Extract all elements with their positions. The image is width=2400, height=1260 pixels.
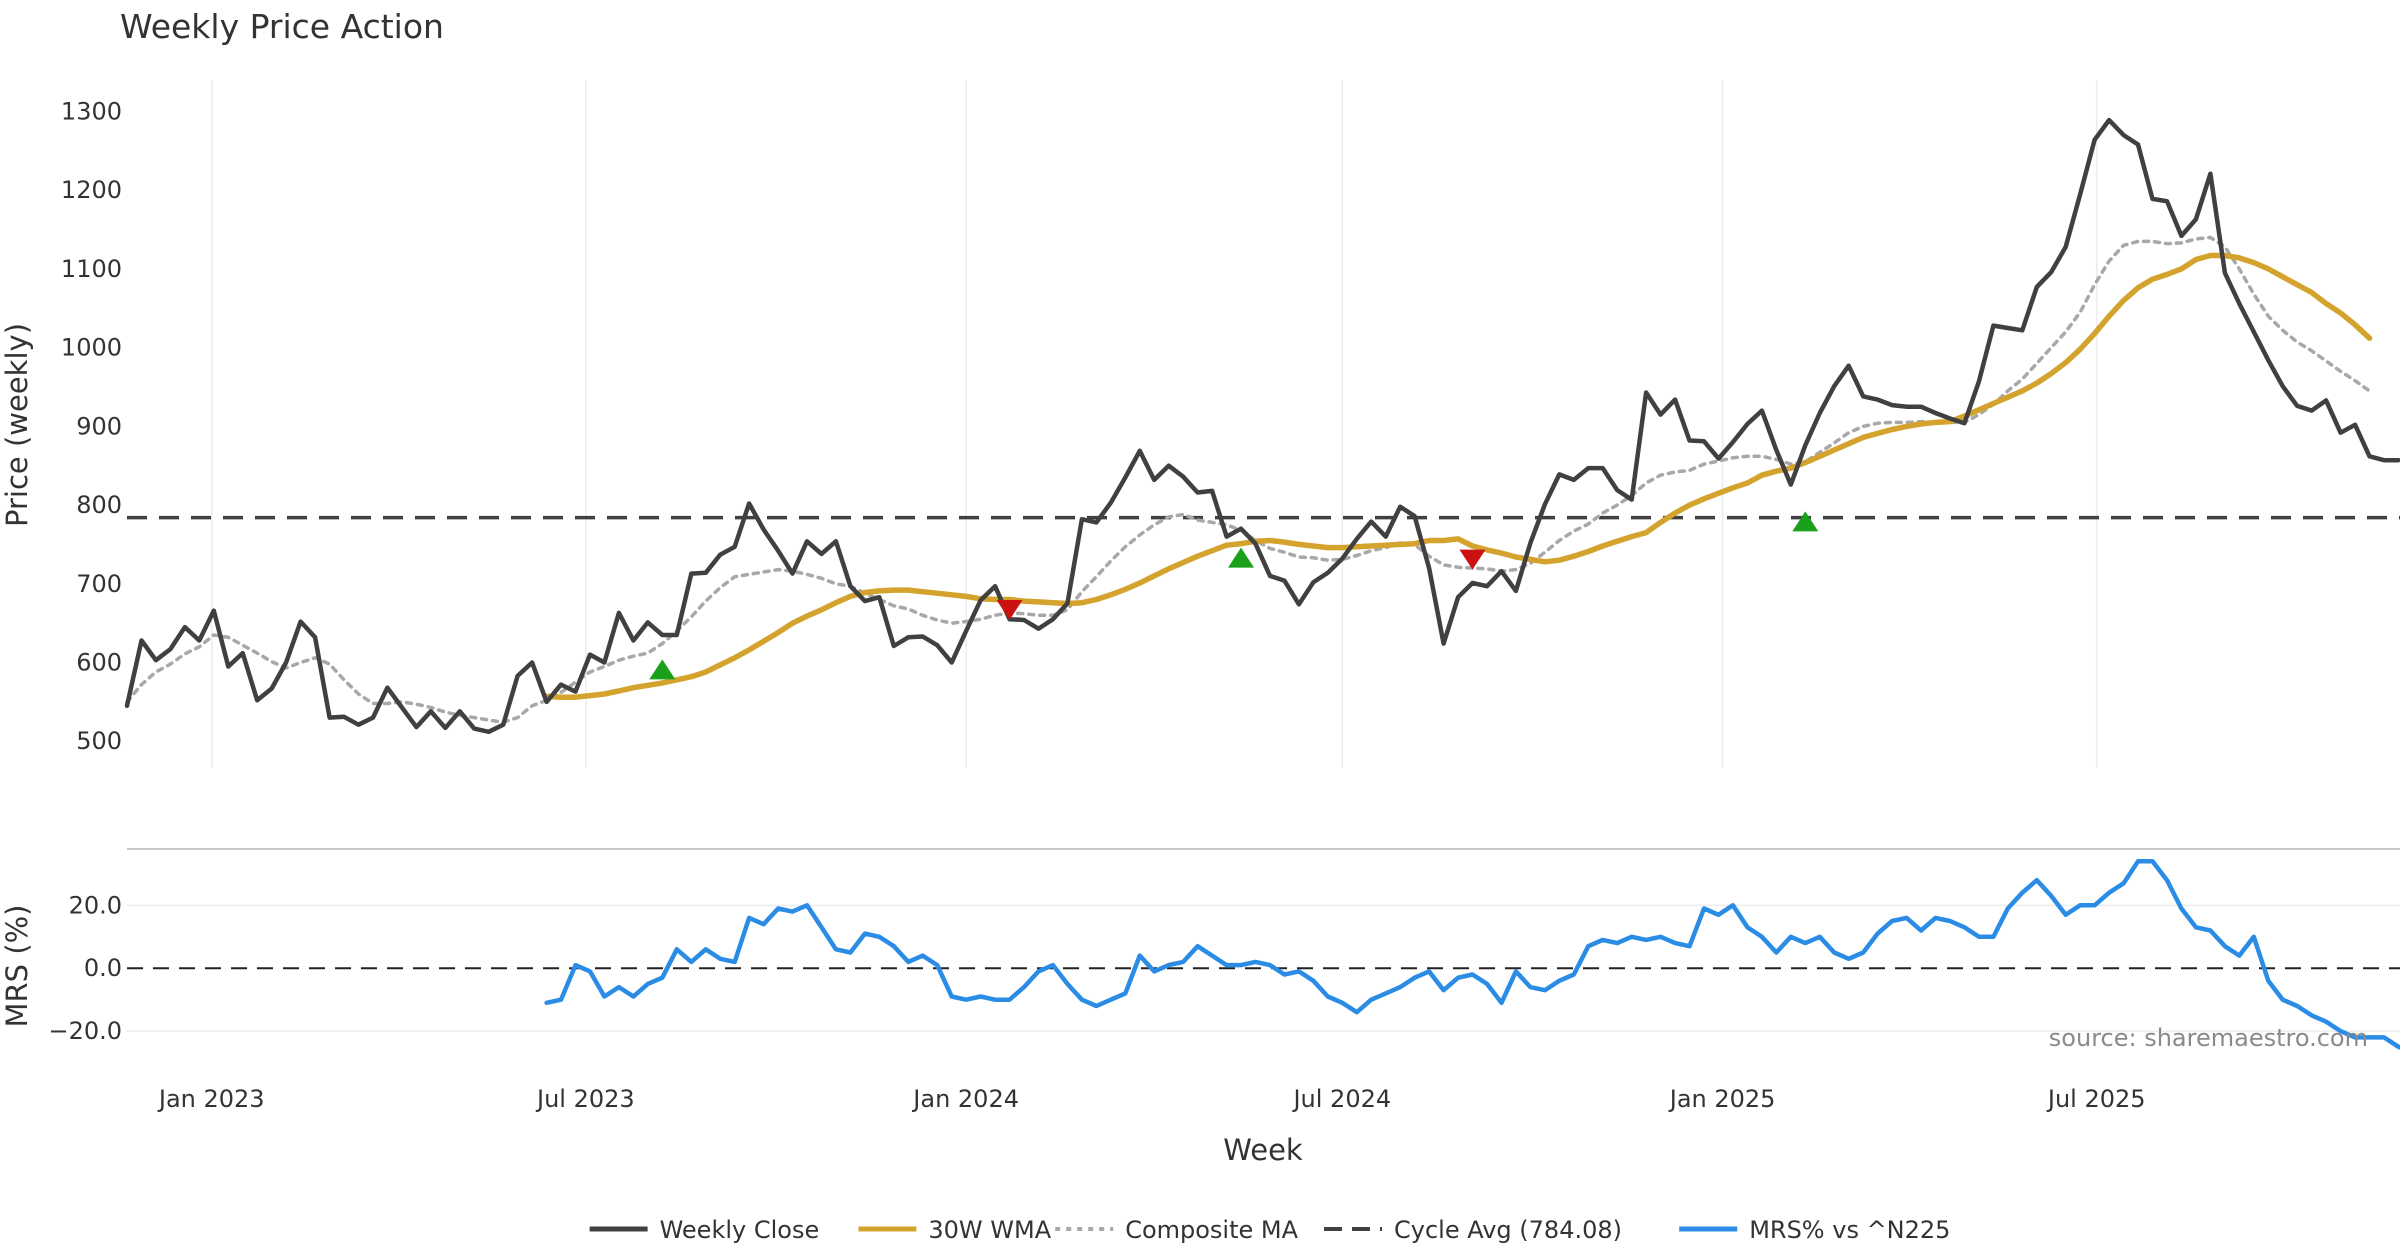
mrs-y-axis-ticks: 20.0 0.0 −20.0 [48, 891, 2400, 1045]
legend-label: 30W WMA [928, 1216, 1051, 1244]
price-y-tick-label: 600 [76, 649, 122, 677]
mrs-y-tick-label: −20.0 [48, 1017, 122, 1045]
sell-signal-marker [1459, 549, 1486, 570]
signal-markers [649, 511, 1819, 680]
mrs-series-lines [544, 859, 2400, 1050]
legend-label: Cycle Avg (784.08) [1394, 1216, 1622, 1244]
mrs-y-tick-label: 20.0 [69, 891, 122, 919]
x-tick-label: Jan 2024 [911, 1085, 1019, 1113]
x-tick-label: Jan 2025 [1668, 1085, 1776, 1113]
buy-signal-marker [649, 659, 676, 680]
mrs-y-tick-label: 0.0 [84, 954, 122, 982]
price-series-lines [124, 117, 2400, 735]
price-y-axis-label: Price (weekly) [0, 323, 34, 527]
chart-title: Weekly Price Action [120, 7, 444, 46]
series-line-30w-wma [543, 252, 2373, 700]
mrs-panel: 20.0 0.0 −20.0 MRS (%) source: sharemaestr… [0, 859, 2400, 1052]
x-tick-label: Jan 2023 [157, 1085, 265, 1113]
price-vertical-gridlines [210, 80, 2098, 768]
price-y-tick-label: 1100 [61, 255, 122, 283]
x-axis-label: Week [1223, 1133, 1303, 1167]
price-y-tick-label: 1300 [61, 97, 122, 125]
x-tick-label: Jul 2023 [535, 1085, 635, 1113]
legend-label: MRS% vs ^N225 [1749, 1216, 1950, 1244]
price-y-tick-label: 500 [76, 727, 122, 755]
price-y-tick-label: 900 [76, 412, 122, 440]
x-axis-ticks: Jan 2023 Jul 2023 Jan 2024 Jul 2024 Jan 2025… [157, 1085, 2146, 1113]
series-line-composite-ma [125, 235, 2372, 725]
price-y-tick-label: 800 [76, 491, 122, 519]
price-y-tick-label: 1000 [61, 334, 122, 362]
source-note: source: sharemaestro.com [2049, 1024, 2368, 1052]
price-panel: 500 600 700 800 900 1000 1100 1200 1300 Price (w… [0, 80, 2400, 768]
price-y-axis-ticks: 500 600 700 800 900 1000 1100 1200 1300 [61, 97, 122, 755]
series-line-mrs [544, 859, 2400, 1050]
series-line-weekly-close [124, 117, 2400, 735]
price-y-tick-label: 1200 [61, 176, 122, 204]
buy-signal-marker [1228, 547, 1255, 568]
buy-signal-marker [1792, 511, 1819, 532]
legend-label: Composite MA [1125, 1216, 1298, 1244]
x-tick-label: Jul 2025 [2046, 1085, 2146, 1113]
mrs-y-axis-label: MRS (%) [0, 905, 34, 1028]
chart-legend: Weekly Close 30W WMA Composite MA Cycle Avg… [589, 1216, 1950, 1244]
price-y-tick-label: 700 [76, 570, 122, 598]
sell-signal-marker [996, 599, 1023, 620]
x-tick-label: Jul 2024 [1291, 1085, 1391, 1113]
legend-label: Weekly Close [660, 1216, 820, 1244]
